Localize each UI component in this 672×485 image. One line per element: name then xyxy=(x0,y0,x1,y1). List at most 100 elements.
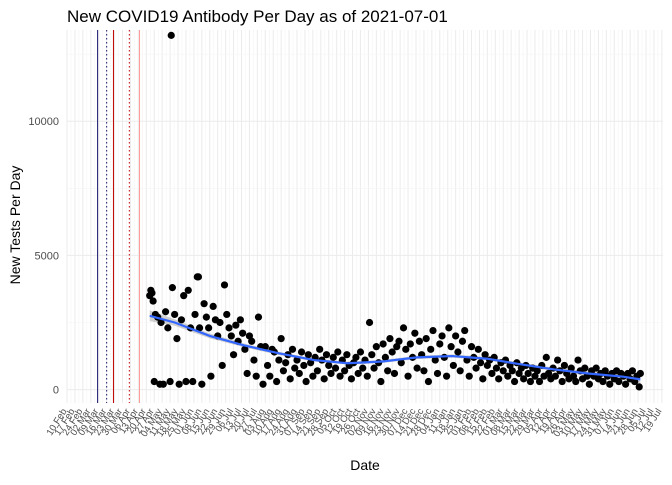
data-point xyxy=(429,326,437,335)
data-point xyxy=(526,377,535,386)
data-point xyxy=(520,375,528,383)
data-point xyxy=(524,369,532,378)
data-point xyxy=(533,367,541,375)
data-point xyxy=(218,361,226,370)
data-point xyxy=(433,369,442,378)
data-point xyxy=(467,343,476,351)
data-point xyxy=(331,364,340,372)
data-point xyxy=(167,31,175,39)
data-point xyxy=(336,372,344,380)
y-tick-label: 0 xyxy=(53,385,59,397)
data-point xyxy=(465,372,473,380)
data-point xyxy=(171,310,179,319)
data-point xyxy=(377,377,385,386)
data-point xyxy=(184,286,192,294)
y-axis-label: New Tests Per Day xyxy=(7,166,23,285)
data-point xyxy=(191,310,199,319)
data-point xyxy=(320,375,328,383)
y-tick-label: 10000 xyxy=(28,116,59,128)
data-point xyxy=(499,367,507,375)
data-point xyxy=(229,351,238,359)
y-tick-label: 5000 xyxy=(35,250,59,262)
data-point xyxy=(195,324,204,332)
data-point xyxy=(445,324,453,332)
data-point xyxy=(159,380,167,388)
data-point xyxy=(422,334,430,343)
data-point xyxy=(313,367,322,375)
data-point xyxy=(205,324,213,332)
data-point xyxy=(216,318,224,327)
data-point xyxy=(354,369,362,378)
data-point xyxy=(248,337,256,345)
data-point xyxy=(384,367,392,375)
data-point xyxy=(304,351,312,359)
data-point xyxy=(567,364,575,372)
data-point xyxy=(447,343,455,351)
data-point xyxy=(461,326,469,335)
data-point xyxy=(254,313,263,321)
data-point xyxy=(399,324,408,332)
data-point xyxy=(202,313,210,321)
data-point xyxy=(479,375,487,383)
data-point xyxy=(309,372,317,380)
data-point xyxy=(327,369,335,378)
data-point xyxy=(250,356,258,364)
data-point xyxy=(300,361,308,370)
data-point xyxy=(379,340,387,348)
data-point xyxy=(148,289,156,297)
data-point xyxy=(243,369,251,378)
data-point xyxy=(334,348,342,356)
data-point xyxy=(572,377,580,386)
data-point xyxy=(173,334,181,343)
data-point xyxy=(510,377,519,386)
data-point xyxy=(150,377,158,386)
data-point xyxy=(241,345,249,353)
data-point xyxy=(492,364,501,372)
data-point xyxy=(592,364,600,372)
data-point xyxy=(420,367,428,375)
data-point xyxy=(558,377,566,386)
data-point xyxy=(368,351,376,359)
data-point xyxy=(413,364,421,372)
data-point xyxy=(220,281,229,289)
data-point xyxy=(636,369,644,378)
data-point xyxy=(180,292,188,300)
data-point xyxy=(288,345,297,353)
reference-lines xyxy=(97,30,141,403)
data-point xyxy=(615,377,623,386)
data-point xyxy=(365,318,374,327)
data-point xyxy=(259,380,267,388)
data-point xyxy=(438,332,446,340)
smooth-line xyxy=(149,314,641,381)
x-axis-label: Date xyxy=(350,457,380,473)
data-point xyxy=(476,359,485,367)
data-point xyxy=(363,372,371,380)
data-point xyxy=(356,348,365,356)
data-point xyxy=(372,343,380,351)
data-point xyxy=(182,377,190,386)
trend-line xyxy=(149,314,641,381)
data-point xyxy=(275,356,283,364)
data-point xyxy=(239,329,247,337)
data-point xyxy=(574,356,582,364)
data-point xyxy=(175,380,183,388)
data-point xyxy=(635,383,643,391)
data-point xyxy=(542,353,550,361)
data-point xyxy=(227,332,235,340)
data-point xyxy=(472,364,480,372)
data-point xyxy=(474,345,482,353)
data-point xyxy=(207,372,215,380)
data-point xyxy=(454,348,462,356)
data-point xyxy=(406,340,414,348)
data-point xyxy=(189,377,197,386)
data-point xyxy=(427,345,435,353)
data-point xyxy=(297,348,306,356)
data-point xyxy=(452,332,460,340)
data-point xyxy=(166,377,174,386)
data-point xyxy=(481,351,489,359)
data-point xyxy=(307,359,315,367)
data-point xyxy=(200,300,208,308)
data-point xyxy=(370,364,378,372)
data-point xyxy=(397,359,405,367)
